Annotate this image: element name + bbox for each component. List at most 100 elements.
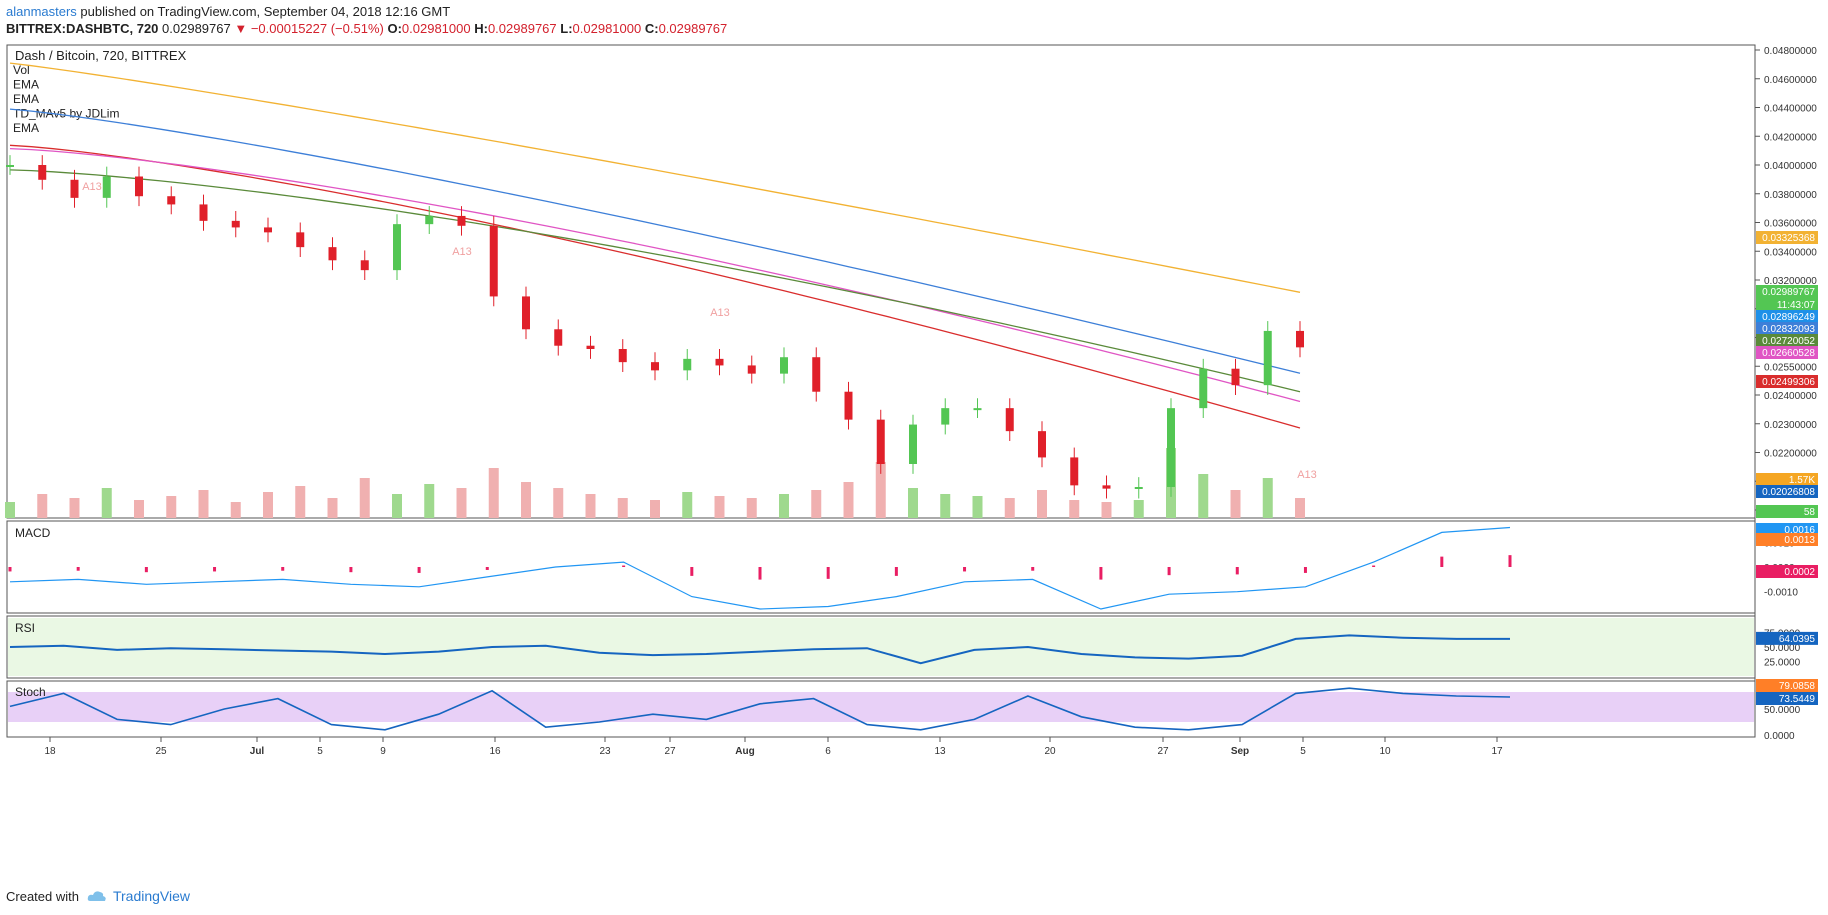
author-link[interactable]: alanmasters [6,4,77,19]
candle-body [70,179,79,198]
td-labels: A13 A13 A13 A13 [82,181,1317,481]
price-tag [1756,322,1818,335]
price-axis-label: 0.03800000 [1764,190,1817,201]
candle-body [38,165,47,180]
td-label: A13 [452,246,472,258]
volume-bar [843,482,854,518]
price-tag [1756,485,1818,498]
price-tag [1756,298,1818,311]
volume-bar [392,494,402,518]
close-value: 0.02989767 [658,21,728,36]
volume-bar [714,496,725,518]
low-label: L: [560,21,573,36]
volume-bar [488,468,499,518]
macd-tag-label: 0.0002 [1784,567,1815,578]
volume-bar [1133,500,1144,518]
high-label: H: [474,21,488,36]
time-axis-label: 5 [317,746,323,757]
candle-body [715,358,724,366]
candle-body [1005,408,1014,432]
volume-bar [746,498,757,518]
price-axis-label: 0.03600000 [1764,219,1817,230]
td-label: A13 [710,307,730,319]
ema-orange-line [9,62,1301,293]
published-text: published on TradingView.com, September … [76,4,451,19]
price-tag [1756,346,1818,359]
price-tag-label: 0.02896249 [1762,312,1815,323]
time-axis-label: Sep [1231,746,1249,757]
volume-bar [585,494,596,518]
volume-bar [650,500,660,518]
volume-bar [1295,498,1305,518]
time-axis-label: 23 [599,746,611,757]
price-axis-label: 0.02200000 [1764,449,1817,460]
created-with-text: Created with [6,888,79,904]
candle-body [1102,485,1111,489]
candle-body [844,391,853,420]
price-tag-label: 0.02720052 [1762,336,1815,347]
symbol-name: BITTREX:DASHBTC, 720 [6,21,159,36]
price-axis-label: 0.02300000 [1764,420,1817,431]
stoch-tag-label: 79.0858 [1779,681,1816,692]
low-value: 0.02981000 [572,21,642,36]
macd-line [9,526,1511,610]
volume-bar [198,490,209,518]
stoch-axis-label: 0.0000 [1764,731,1795,742]
volume-bar [101,488,112,518]
rsi-band [8,618,1754,676]
price-tag-label: 0.02832093 [1762,324,1815,335]
candle-body [909,424,917,464]
volume-bar [908,488,918,518]
volume-bar [69,498,80,518]
open-label: O: [387,21,402,36]
price-axis-label: 0.02550000 [1764,362,1817,373]
candle-body [683,358,692,371]
macd-label: MACD [15,526,51,540]
price-tag-label: 1.57K [1789,475,1815,486]
ema-blue-line [9,108,1301,374]
volume-bar [424,484,435,518]
candle-body [812,357,821,392]
rsi-tag [1756,631,1818,645]
footer: Created with TradingView [6,888,190,904]
price-axis-label: 0.04600000 [1764,75,1817,86]
price-tag [1756,310,1818,323]
candle-body [941,408,950,425]
price-tag [1756,334,1818,347]
brand-text: TradingView [112,888,191,904]
open-value: 0.02981000 [401,21,471,36]
rsi-label: RSI [15,621,35,635]
volume-bar [37,494,48,518]
volume-bars [5,448,1305,518]
time-axis-label: 20 [1044,746,1056,757]
price-axis-label: 0.04200000 [1764,132,1817,143]
candle-body [1231,368,1240,386]
ema-green-line [9,169,1301,393]
time-axis-label: 27 [664,746,676,757]
stoch-k-line [9,687,1511,731]
rsi-tag-label: 64.0395 [1779,634,1816,645]
candle-body [296,232,305,248]
ema-red-line [9,144,1301,429]
price-tag-label: 0.02989767 [1762,287,1815,298]
volume-bar [1004,498,1015,518]
tradingview-brand[interactable]: TradingView [87,888,190,904]
price-tag [1756,285,1818,298]
candle-body [876,419,885,464]
price-axis-label: 0.02400000 [1764,391,1817,402]
stoch-band [8,692,1754,722]
candle-body [199,204,208,221]
price-axis-label: 0.04400000 [1764,104,1817,115]
candle-body [264,227,272,233]
candle-body [1134,487,1143,489]
candle-body [6,165,14,167]
price-tag-label: 0.03325368 [1762,233,1815,244]
time-axis-label: 10 [1379,746,1391,757]
td-label: A13 [82,181,102,193]
macd-tag [1756,565,1818,578]
price-axis-label: 0.04000000 [1764,161,1817,172]
publish-header: alanmasters published on TradingView.com… [6,4,450,19]
